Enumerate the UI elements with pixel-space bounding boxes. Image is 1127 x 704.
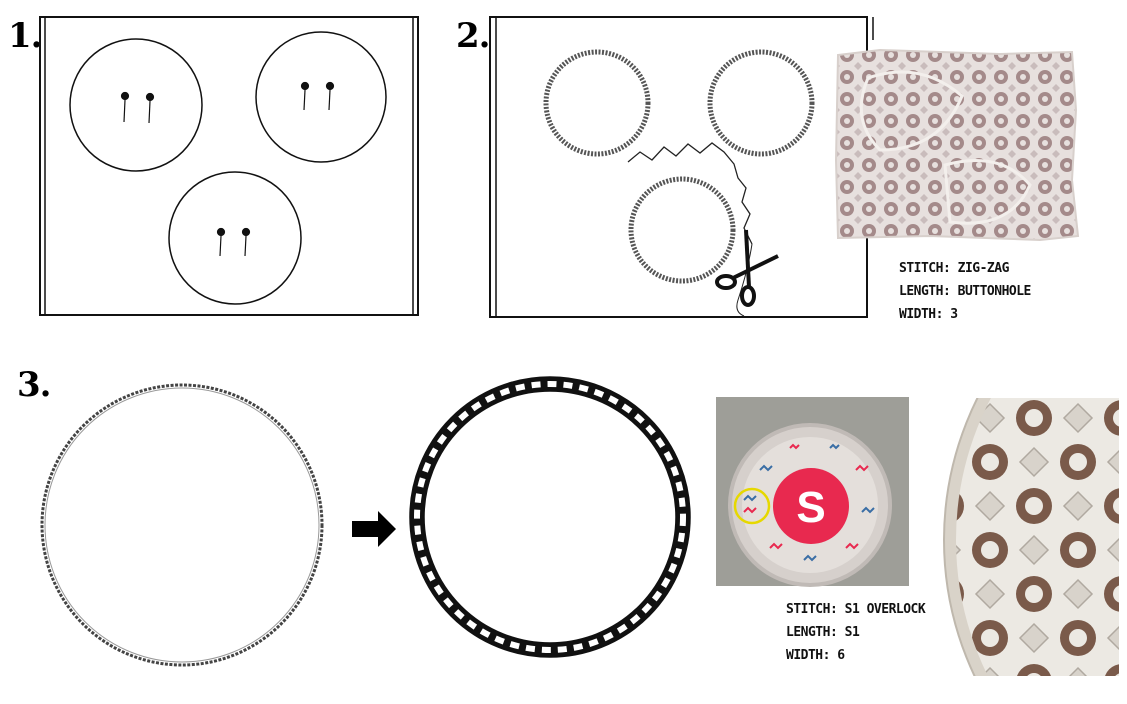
stitch-label: STITCH: ZIG-ZAG [899,261,1009,276]
width-label: WIDTH: 3 [899,307,958,322]
dial-logo [773,468,849,544]
stitch-label: STITCH: S1 OVERLOCK [786,602,926,617]
step-1-fabric-panel [39,16,419,316]
pin-icon [120,81,335,257]
step-3-after-circle [409,376,691,658]
width-label: WIDTH: 6 [786,648,845,663]
circle-template-3 [168,171,302,305]
step-2-fabric-panel [489,16,874,318]
length-label: LENGTH: S1 [786,625,860,640]
step-3-before-circle [40,383,324,667]
scissors-icon [715,229,779,307]
step-1-number: 1. [8,16,42,56]
fabric-photo [834,48,1080,242]
stitched-circle-3 [628,176,736,284]
arrow-right-icon [352,511,396,547]
highlight-ring [733,487,771,525]
step-3-number: 3. [17,365,51,405]
length-label: LENGTH: BUTTONHOLE [899,284,1031,299]
lace-closeup-photo [926,398,1119,676]
stitched-circle-1 [543,49,651,157]
stitch-dial-photo: S [716,397,909,587]
dial-logo-letter: S [796,483,825,532]
step-3-stitch-settings: STITCH: S1 OVERLOCK LENGTH: S1 WIDTH: 6 [786,598,926,667]
cut-line [627,142,753,245]
stitched-circle-2 [707,49,815,157]
circle-template-1 [69,38,203,172]
step-2-number: 2. [456,16,490,56]
step-2-stitch-settings: STITCH: ZIG-ZAG LENGTH: BUTTONHOLE WIDTH… [899,257,1031,326]
circle-template-2 [255,31,387,163]
